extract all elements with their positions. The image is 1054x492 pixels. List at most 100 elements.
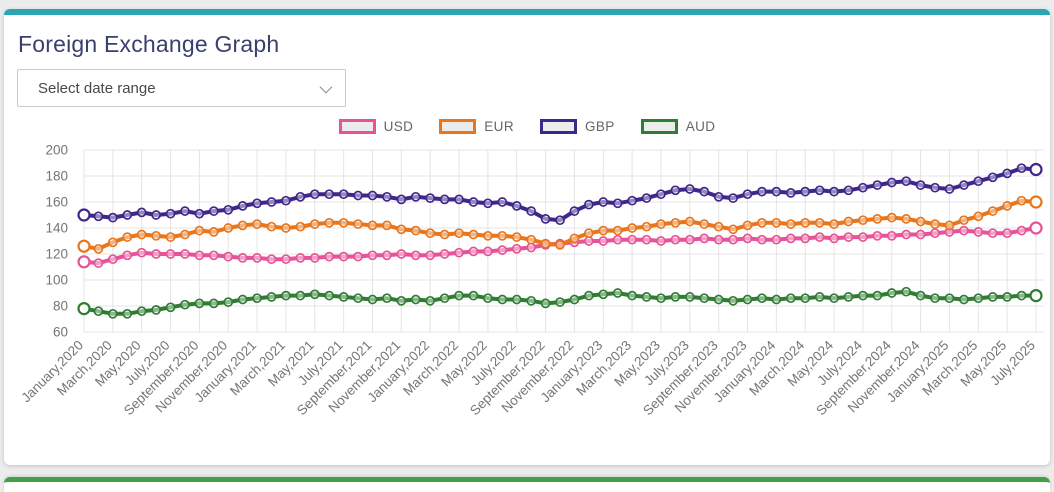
data-point-eur[interactable] <box>237 220 248 231</box>
data-point-eur[interactable] <box>483 230 493 241</box>
data-point-aud[interactable] <box>959 294 969 305</box>
data-point-aud[interactable] <box>583 290 594 301</box>
data-point-aud[interactable] <box>944 293 955 304</box>
data-point-eur[interactable] <box>353 219 363 229</box>
data-point-aud[interactable] <box>728 295 738 306</box>
data-point-usd[interactable] <box>1029 221 1043 235</box>
data-point-eur[interactable] <box>612 225 623 236</box>
data-point-gbp[interactable] <box>353 190 363 201</box>
data-point-aud[interactable] <box>324 290 335 301</box>
data-point-aud[interactable] <box>930 293 940 304</box>
data-point-gbp[interactable] <box>987 172 998 183</box>
data-point-usd[interactable] <box>425 250 436 261</box>
data-point-eur[interactable] <box>1029 195 1043 209</box>
data-point-eur[interactable] <box>872 214 883 224</box>
data-point-gbp[interactable] <box>728 193 738 203</box>
data-point-usd[interactable] <box>165 249 176 259</box>
data-point-aud[interactable] <box>785 293 796 304</box>
data-point-aud[interactable] <box>771 294 782 305</box>
data-point-usd[interactable] <box>309 253 320 263</box>
data-point-eur[interactable] <box>829 219 839 229</box>
data-point-aud[interactable] <box>309 289 320 300</box>
data-point-eur[interactable] <box>425 228 436 239</box>
data-point-gbp[interactable] <box>973 176 984 187</box>
data-point-usd[interactable] <box>1016 225 1027 236</box>
data-point-usd[interactable] <box>396 249 407 259</box>
data-point-aud[interactable] <box>757 293 767 304</box>
data-point-aud[interactable] <box>641 292 652 302</box>
data-point-gbp[interactable] <box>757 186 767 197</box>
data-point-eur[interactable] <box>555 240 565 250</box>
data-point-eur[interactable] <box>814 217 825 228</box>
data-point-gbp[interactable] <box>396 194 407 205</box>
data-point-eur[interactable] <box>526 234 537 245</box>
data-point-eur[interactable] <box>1002 201 1013 211</box>
data-point-gbp[interactable] <box>410 191 421 202</box>
data-point-aud[interactable] <box>901 286 912 297</box>
data-point-gbp[interactable] <box>338 189 349 200</box>
data-point-usd[interactable] <box>684 234 695 245</box>
data-point-eur[interactable] <box>295 221 306 232</box>
data-point-eur[interactable] <box>569 233 580 244</box>
data-point-usd[interactable] <box>107 254 118 265</box>
data-point-gbp[interactable] <box>107 212 118 223</box>
data-point-usd[interactable] <box>886 230 897 241</box>
data-point-usd[interactable] <box>627 234 637 245</box>
data-point-usd[interactable] <box>353 251 363 262</box>
data-point-aud[interactable] <box>180 299 190 310</box>
data-point-eur[interactable] <box>713 221 724 232</box>
data-point-usd[interactable] <box>180 249 190 259</box>
data-point-aud[interactable] <box>454 290 464 301</box>
data-point-aud[interactable] <box>713 294 724 305</box>
data-point-aud[interactable] <box>886 288 897 298</box>
data-point-gbp[interactable] <box>684 184 695 194</box>
data-point-gbp[interactable] <box>641 193 652 203</box>
data-point-gbp[interactable] <box>901 176 912 187</box>
data-point-eur[interactable] <box>223 223 234 233</box>
data-point-aud[interactable] <box>93 306 104 317</box>
data-point-aud[interactable] <box>281 290 291 301</box>
data-point-aud[interactable] <box>151 305 161 315</box>
data-point-aud[interactable] <box>670 292 681 302</box>
data-point-gbp[interactable] <box>382 191 392 202</box>
data-point-eur[interactable] <box>771 217 782 228</box>
data-point-gbp[interactable] <box>540 214 551 224</box>
data-point-usd[interactable] <box>814 232 825 242</box>
data-point-gbp[interactable] <box>468 197 479 207</box>
data-point-gbp[interactable] <box>223 204 234 215</box>
data-point-usd[interactable] <box>266 254 277 265</box>
data-point-eur[interactable] <box>1016 195 1027 206</box>
data-point-eur[interactable] <box>987 206 998 216</box>
data-point-usd[interactable] <box>208 250 219 261</box>
data-point-usd[interactable] <box>843 232 854 242</box>
data-point-aud[interactable] <box>237 294 248 305</box>
data-point-eur[interactable] <box>77 239 91 253</box>
data-point-aud[interactable] <box>396 295 407 306</box>
data-point-eur[interactable] <box>396 224 407 235</box>
data-point-aud[interactable] <box>987 292 998 302</box>
data-point-eur[interactable] <box>742 220 753 231</box>
data-point-aud[interactable] <box>872 290 883 301</box>
data-point-aud[interactable] <box>1016 290 1027 301</box>
data-point-eur[interactable] <box>194 225 205 236</box>
data-point-aud[interactable] <box>410 294 421 305</box>
data-point-eur[interactable] <box>151 230 161 241</box>
data-point-aud[interactable] <box>540 298 551 309</box>
data-point-aud[interactable] <box>338 292 349 302</box>
data-point-gbp[interactable] <box>915 180 926 190</box>
data-point-gbp[interactable] <box>872 180 883 190</box>
legend-item-gbp[interactable]: GBP <box>539 119 615 134</box>
data-point-gbp[interactable] <box>194 208 205 219</box>
data-point-eur[interactable] <box>886 212 897 223</box>
data-point-gbp[interactable] <box>136 207 147 218</box>
data-point-gbp[interactable] <box>180 206 190 216</box>
data-point-eur[interactable] <box>309 219 320 229</box>
data-point-usd[interactable] <box>410 250 421 261</box>
data-point-eur[interactable] <box>627 223 637 233</box>
data-point-usd[interactable] <box>367 250 378 261</box>
data-point-aud[interactable] <box>555 297 565 307</box>
data-point-aud[interactable] <box>598 289 609 300</box>
data-point-gbp[interactable] <box>324 189 335 200</box>
data-point-eur[interactable] <box>930 219 940 229</box>
data-point-eur[interactable] <box>973 211 984 222</box>
